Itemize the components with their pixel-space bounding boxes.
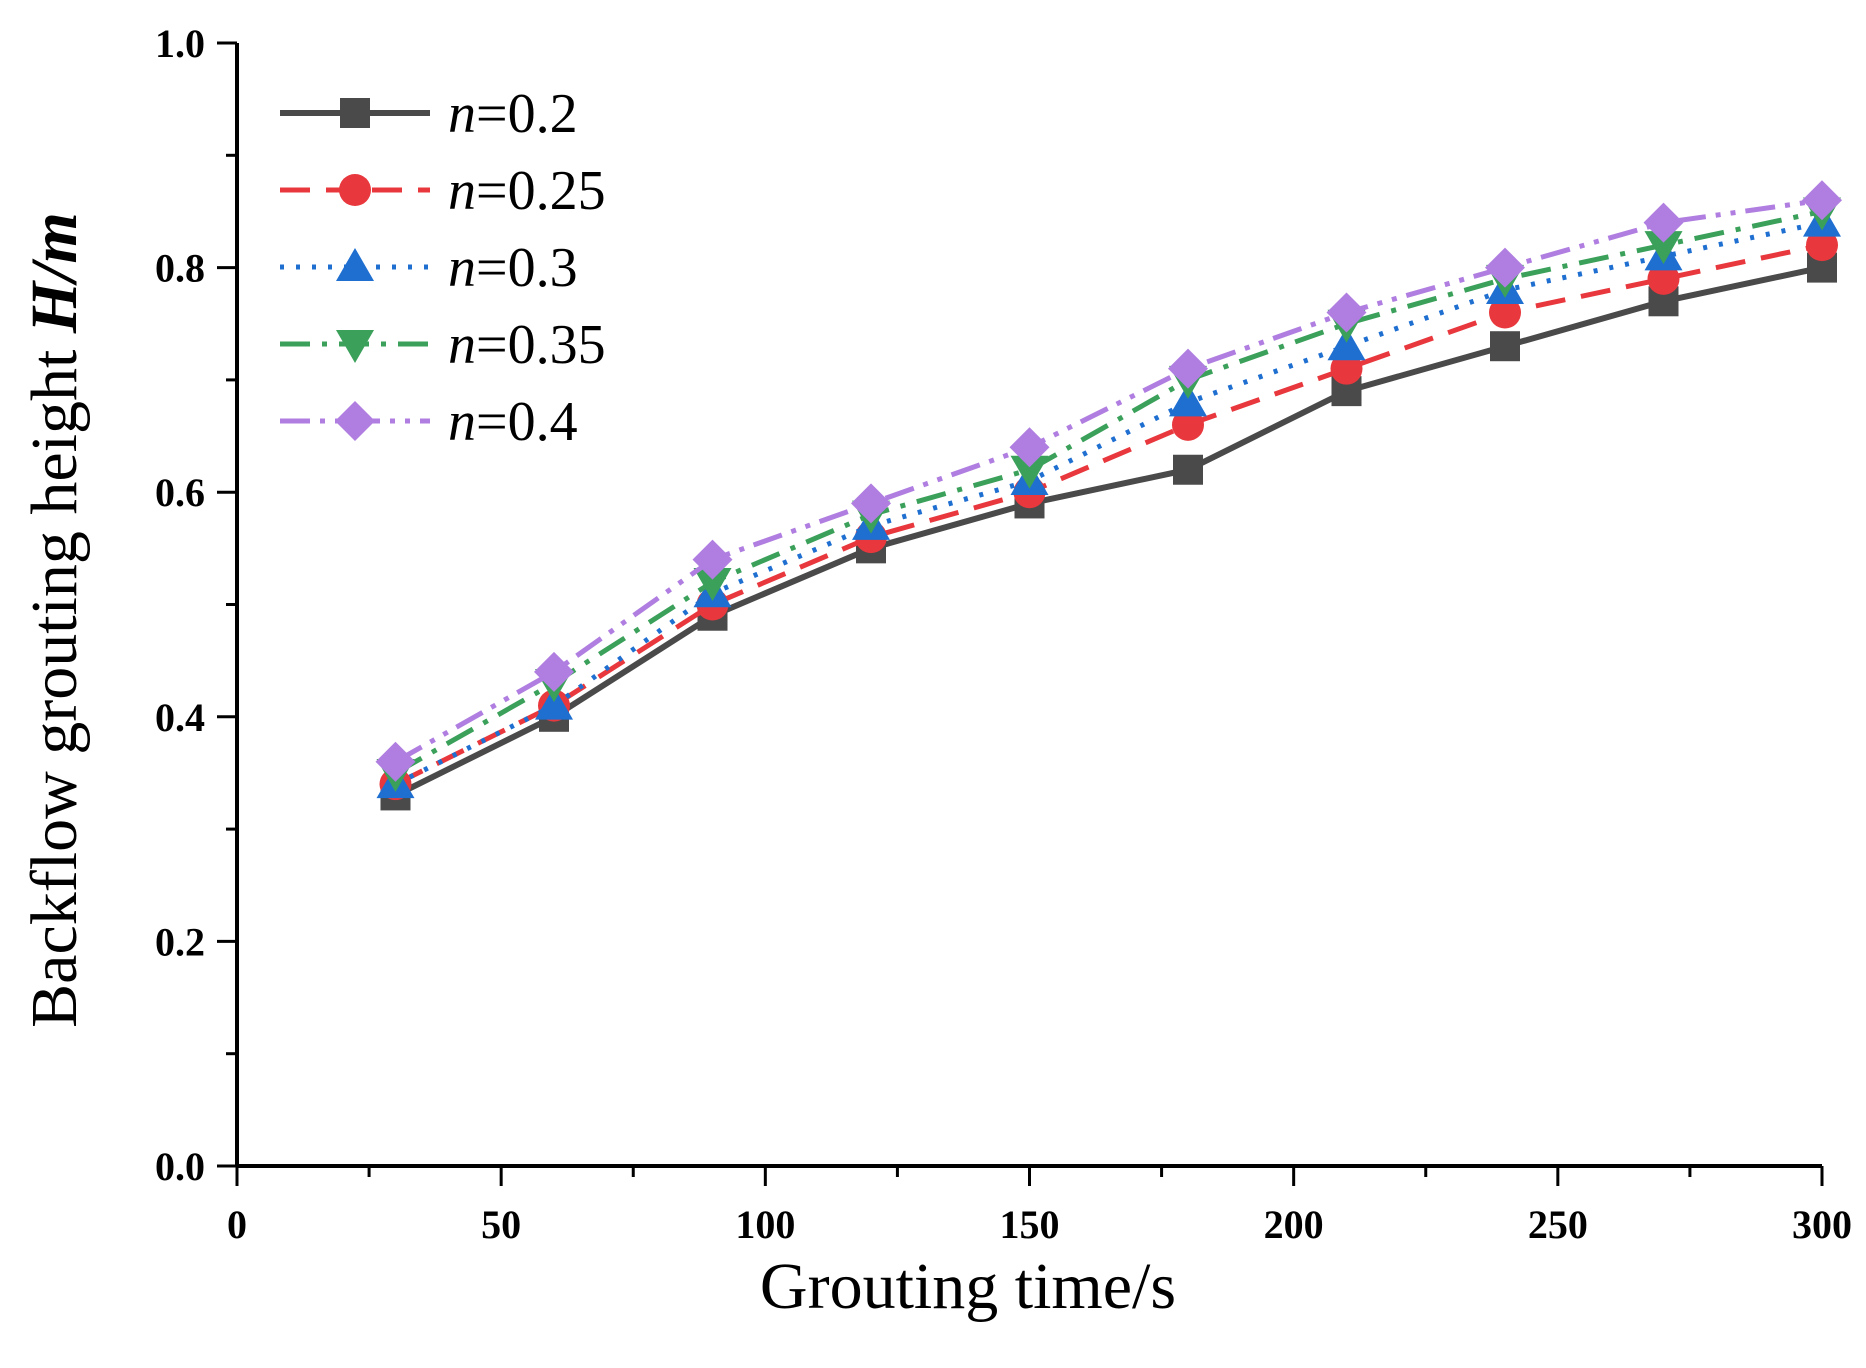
data-point bbox=[1330, 352, 1363, 385]
data-point bbox=[1489, 296, 1521, 329]
y-tick-label: 0.6 bbox=[155, 470, 205, 515]
data-point bbox=[1802, 180, 1842, 221]
x-tick-label: 0 bbox=[227, 1202, 247, 1247]
data-point bbox=[375, 741, 416, 782]
x-tick-label: 250 bbox=[1528, 1202, 1588, 1247]
x-tick-label: 300 bbox=[1792, 1202, 1852, 1247]
legend-var: n bbox=[448, 237, 476, 299]
y-axis-title-prefix: Backflow grouting height bbox=[18, 333, 91, 1028]
x-tick-label: 100 bbox=[735, 1202, 795, 1247]
data-point bbox=[693, 568, 732, 602]
data-point bbox=[851, 483, 891, 524]
y-tick-label: 0.2 bbox=[155, 919, 205, 964]
series-3 bbox=[376, 197, 1841, 792]
data-point bbox=[1326, 292, 1367, 333]
y-tick-label: 0.0 bbox=[155, 1144, 205, 1189]
series-0 bbox=[380, 252, 1837, 811]
legend-item: n=0.25 bbox=[280, 160, 606, 222]
legend-marker bbox=[336, 330, 374, 363]
data-point bbox=[1643, 202, 1684, 243]
data-point bbox=[1010, 455, 1049, 489]
data-point bbox=[535, 686, 573, 720]
legend-marker bbox=[335, 401, 375, 441]
legend-var: n bbox=[448, 391, 476, 453]
legend-value: =0.4 bbox=[476, 391, 578, 453]
legend-value: =0.2 bbox=[476, 83, 578, 145]
x-tick-label: 50 bbox=[481, 1202, 521, 1247]
legend-label: n=0.3 bbox=[448, 237, 578, 299]
series-line bbox=[394, 242, 1823, 787]
legend-label: n=0.2 bbox=[448, 83, 578, 145]
legend-var: n bbox=[448, 160, 476, 222]
series-line bbox=[394, 209, 1823, 776]
legend: n=0.2n=0.25n=0.3n=0.35n=0.4 bbox=[280, 83, 606, 453]
series-line bbox=[394, 220, 1823, 787]
legend-marker bbox=[336, 248, 374, 281]
legend-marker bbox=[339, 174, 371, 206]
data-point bbox=[1644, 231, 1683, 265]
legend-value: =0.3 bbox=[476, 237, 578, 299]
series-2 bbox=[376, 203, 1841, 799]
x-axis-title: Grouting time/s bbox=[760, 1250, 1176, 1323]
y-axis-title-symbol: H/m bbox=[18, 212, 91, 334]
legend-marker bbox=[340, 98, 370, 128]
data-point bbox=[1806, 229, 1838, 262]
y-tick-label: 0.4 bbox=[155, 695, 205, 740]
series-4 bbox=[375, 180, 1842, 782]
series-layer bbox=[375, 180, 1842, 811]
data-point bbox=[1327, 327, 1366, 361]
y-tick-label: 1.0 bbox=[155, 21, 205, 66]
legend-item: n=0.4 bbox=[280, 391, 578, 453]
legend-var: n bbox=[448, 83, 476, 145]
x-tick-label: 200 bbox=[1264, 1202, 1324, 1247]
data-point bbox=[1168, 348, 1208, 389]
legend-label: n=0.35 bbox=[448, 314, 606, 376]
data-point bbox=[1647, 262, 1680, 295]
data-point bbox=[1172, 408, 1204, 441]
legend-value: =0.35 bbox=[476, 314, 606, 376]
data-point bbox=[692, 539, 733, 580]
data-point bbox=[1169, 383, 1207, 417]
y-tick-label: 0.8 bbox=[155, 246, 205, 291]
data-point bbox=[1485, 247, 1525, 288]
x-tick-label: 150 bbox=[1000, 1202, 1060, 1247]
series-line bbox=[394, 197, 1823, 764]
legend-label: n=0.4 bbox=[448, 391, 578, 453]
legend-var: n bbox=[448, 314, 476, 376]
legend-item: n=0.2 bbox=[280, 83, 578, 145]
legend-label: n=0.25 bbox=[448, 160, 606, 222]
legend-item: n=0.3 bbox=[280, 237, 578, 299]
y-axis-title: Backflow grouting height H/m bbox=[18, 212, 91, 1028]
axes: 0 50 100 150 200 250 300 0.0 0.2 0.4 0.6 0.8 1.0 bbox=[155, 21, 1852, 1247]
legend-item: n=0.35 bbox=[280, 314, 606, 376]
data-point bbox=[1490, 331, 1520, 362]
data-point bbox=[534, 651, 574, 692]
legend-value: =0.25 bbox=[476, 160, 606, 222]
data-point bbox=[1173, 454, 1203, 485]
data-point bbox=[1009, 427, 1050, 468]
series-line bbox=[394, 264, 1823, 799]
